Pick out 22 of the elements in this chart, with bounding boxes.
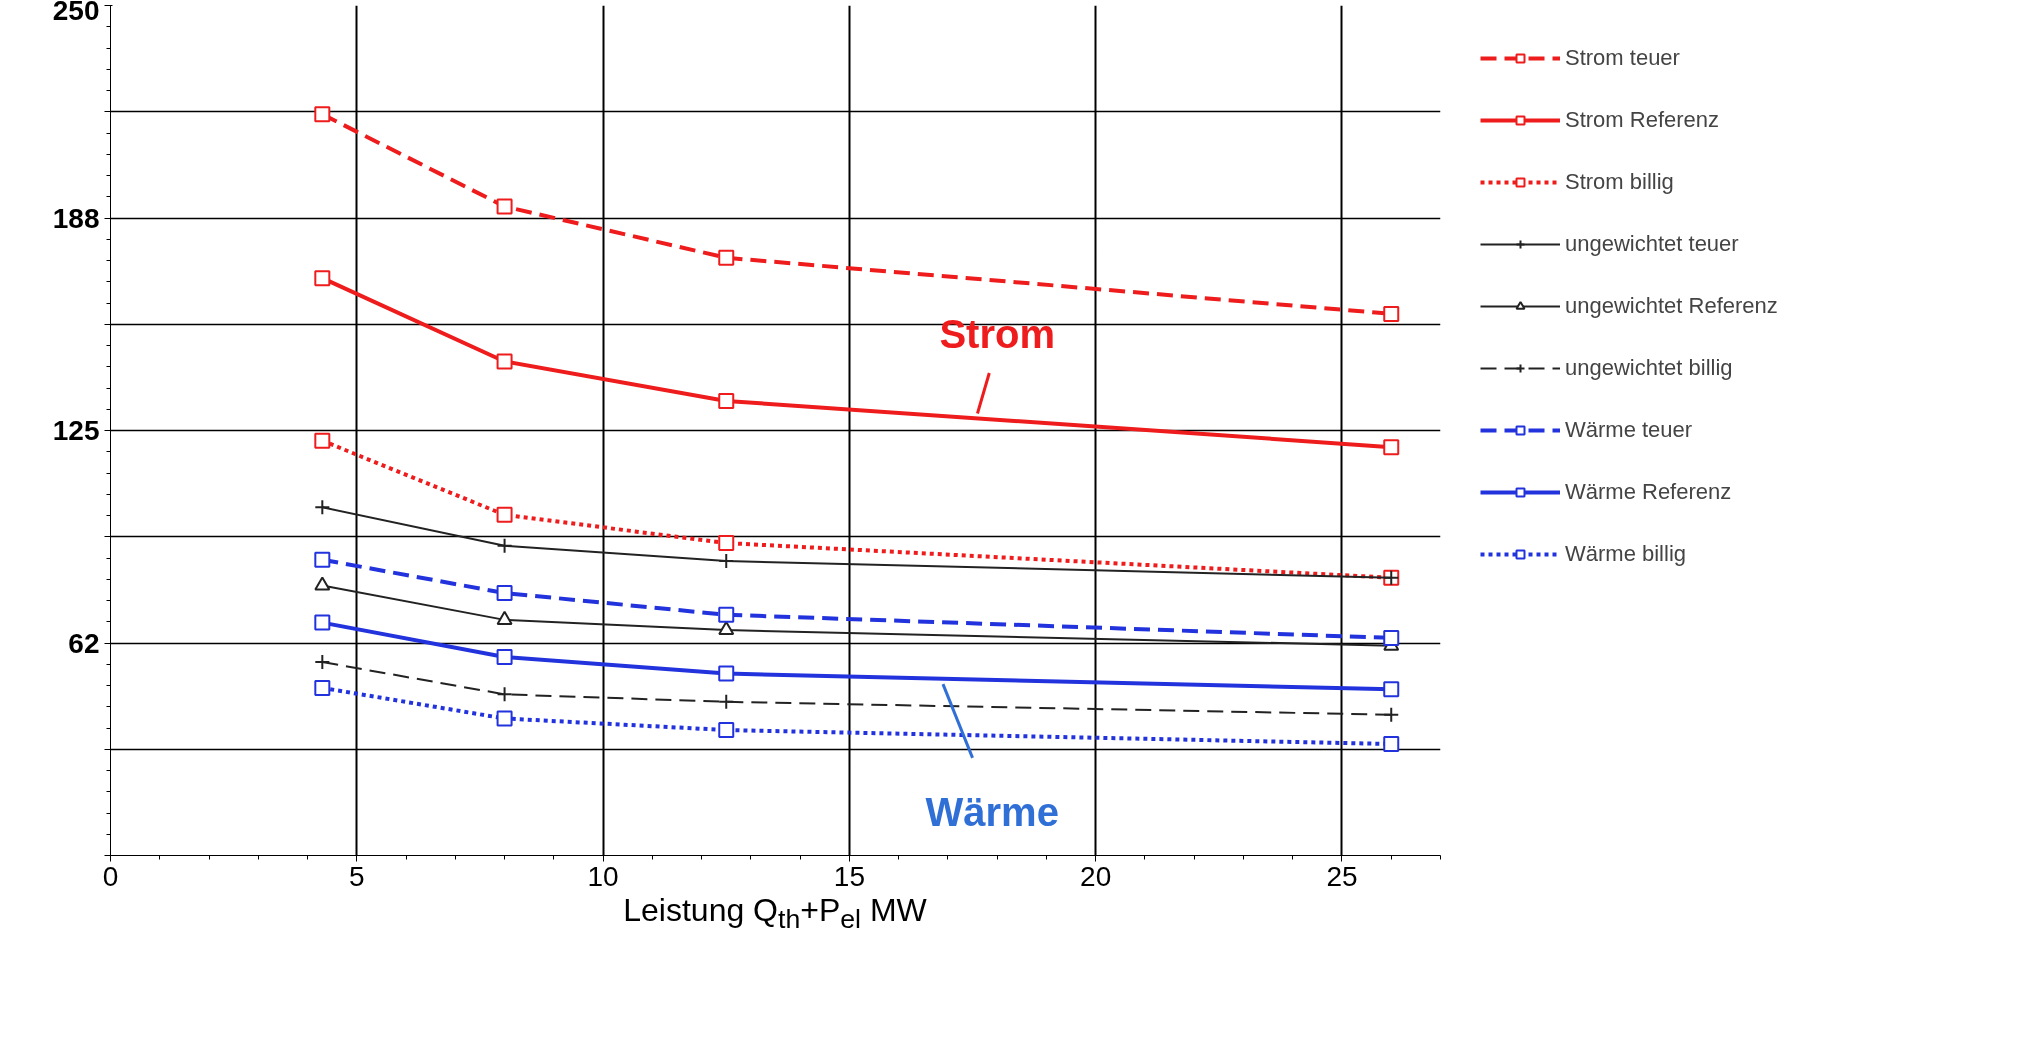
y-tick-label: 250 [52, 0, 100, 26]
x-tick-label: 5 [349, 860, 365, 892]
legend-label: Strom teuer [1565, 45, 1680, 71]
y-tick-label: 62 [68, 627, 100, 659]
legend-label: Wärme teuer [1565, 417, 1693, 443]
x-axis-title: Leistung Q$_{th}$+P$_{el}$ MW [623, 892, 927, 935]
x-tick-label: 25 [1326, 860, 1358, 892]
x-tick-label: 0 [102, 860, 119, 892]
legend-label: Strom Referenz [1565, 107, 1720, 133]
x-tick-label: 10 [587, 860, 619, 892]
legend-label: ungewichtet billig [1565, 355, 1733, 381]
x-tick-label: 15 [833, 860, 865, 892]
legend-label: ungewichtet teuer [1565, 231, 1739, 257]
legend-label: Wärme billig [1565, 541, 1687, 567]
legend-label: Wärme Referenz [1565, 479, 1732, 505]
y-tick-label: 188 [52, 202, 100, 234]
y-tick-label: 125 [52, 415, 100, 446]
legend-label: Strom billig [1565, 169, 1674, 195]
x-tick-label: 20 [1080, 860, 1112, 892]
legend-label: ungewichtet Referenz [1565, 293, 1778, 319]
annotation: Strom [939, 311, 1055, 356]
annotation: Wärme [925, 789, 1059, 834]
